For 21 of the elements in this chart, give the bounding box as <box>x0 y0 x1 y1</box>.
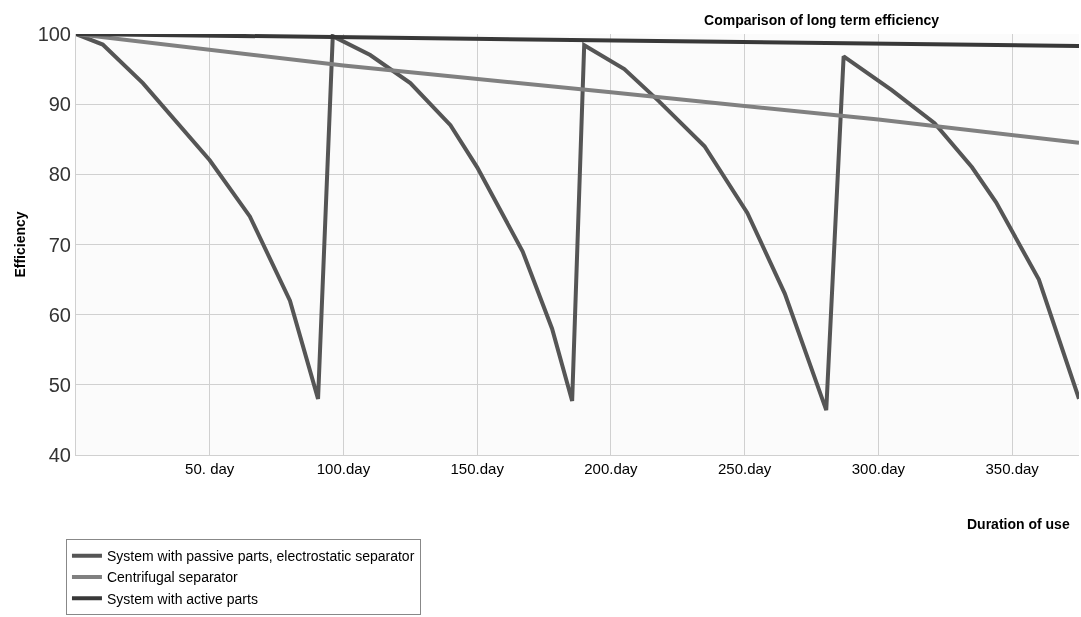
x-tick-label: 250.day <box>717 460 772 477</box>
y-tick-label: 80 <box>48 163 71 186</box>
x-tick-label: 350.day <box>985 460 1040 477</box>
x-axis-title: Duration of use <box>967 516 1070 532</box>
y-tick-label: 40 <box>48 444 71 466</box>
legend-label: System with active parts <box>106 590 258 607</box>
y-tick-label: 90 <box>48 93 71 116</box>
line-series <box>76 34 1079 413</box>
y-tick-label: 60 <box>48 303 71 326</box>
x-tick-label: 300.day <box>851 460 906 477</box>
y-tick-label: 100 <box>37 23 71 45</box>
x-tick-label: 150.day <box>450 460 505 477</box>
x-tick-label: 100.day <box>316 460 371 477</box>
y-tick-label: 50 <box>48 373 71 396</box>
legend-label: System with passive parts, electrostatic separator <box>106 548 415 565</box>
chart-title: Comparison of long term efficiency <box>704 12 940 29</box>
y-axis-title: Efficiency <box>12 211 29 278</box>
y-tick-label: 70 <box>48 233 71 256</box>
x-tick-label: 200.day <box>584 460 639 477</box>
legend-label: Centrifugal separator <box>106 569 239 586</box>
x-tick-label: 50. day <box>185 460 235 477</box>
